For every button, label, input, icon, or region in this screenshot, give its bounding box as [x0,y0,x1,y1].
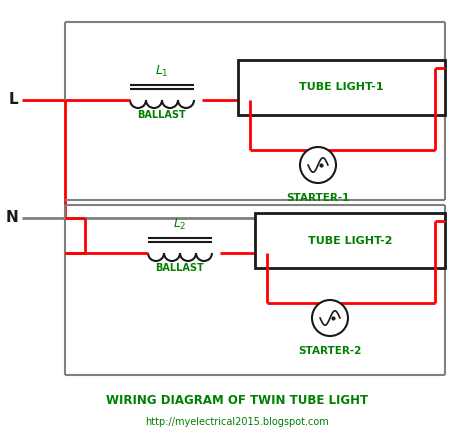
Text: $L_2$: $L_2$ [173,217,187,232]
Text: TUBE LIGHT-2: TUBE LIGHT-2 [308,235,392,246]
Text: L: L [9,93,18,108]
Text: STARTER-1: STARTER-1 [286,193,350,203]
Text: WIRING DIAGRAM OF TWIN TUBE LIGHT: WIRING DIAGRAM OF TWIN TUBE LIGHT [106,393,368,407]
Text: BALLAST: BALLAST [137,110,186,120]
Text: TUBE LIGHT-1: TUBE LIGHT-1 [299,82,384,93]
Text: http://myelectrical2015.blogspot.com: http://myelectrical2015.blogspot.com [145,417,329,427]
Text: STARTER-2: STARTER-2 [298,346,362,356]
Circle shape [300,147,336,183]
Text: BALLAST: BALLAST [155,263,204,273]
Bar [238,60,445,115]
Text: $L_1$: $L_1$ [155,64,169,79]
Bar [255,213,445,268]
Circle shape [312,300,348,336]
Text: N: N [5,210,18,225]
